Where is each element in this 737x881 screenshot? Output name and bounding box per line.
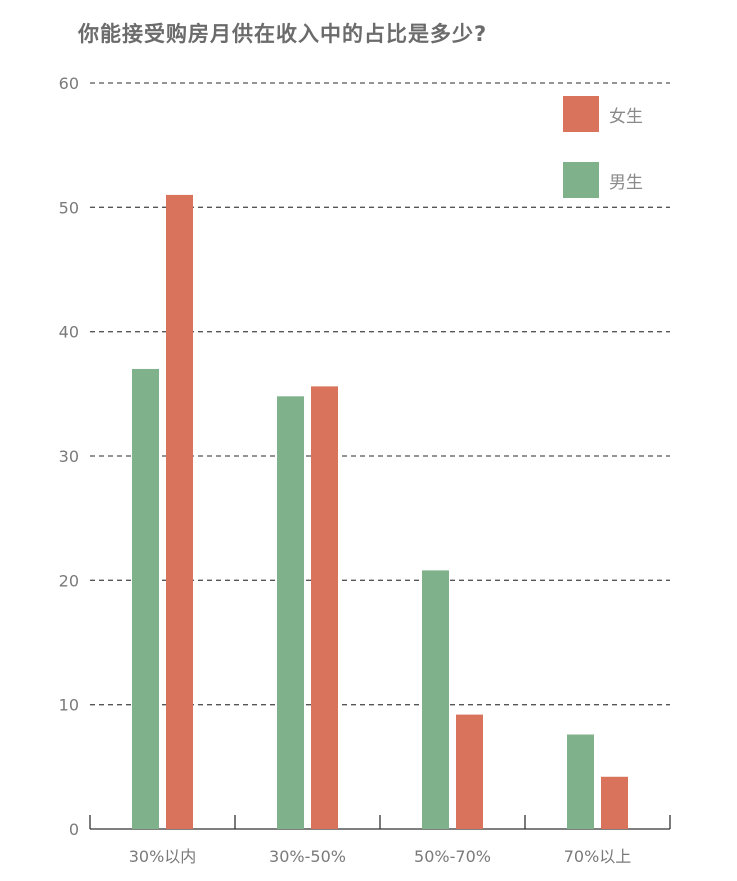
chart-title: 你能接受购房月供在收入中的占比是多少?	[78, 22, 488, 46]
x-category-label-0: 30%以内	[129, 847, 197, 866]
bar-男生-30%以内	[132, 368, 159, 829]
legend-label-1: 男生	[609, 173, 643, 193]
bar-男生-70%以上	[567, 734, 594, 829]
bar-男生-30%-50%	[277, 396, 304, 829]
x-category-label-1: 30%-50%	[269, 847, 346, 866]
x-category-label-3: 70%以上	[564, 847, 632, 866]
y-tick-label-10: 10	[59, 696, 79, 715]
y-tick-label-20: 20	[59, 571, 79, 590]
y-tick-label-30: 30	[59, 447, 79, 466]
legend-label-0: 女生	[609, 107, 643, 127]
bar-女生-30%-50%	[311, 386, 338, 829]
legend-swatch-1	[563, 162, 599, 198]
y-tick-label-60: 60	[59, 74, 79, 93]
bar-男生-50%-70%	[422, 570, 449, 829]
bar-女生-70%以上	[601, 776, 628, 829]
bar-女生-30%以内	[166, 194, 193, 829]
x-category-label-2: 50%-70%	[414, 847, 491, 866]
legend-swatch-0	[563, 96, 599, 132]
bar-女生-50%-70%	[456, 714, 483, 829]
y-tick-label-40: 40	[59, 323, 79, 342]
y-tick-label-0: 0	[69, 820, 79, 839]
y-tick-label-50: 50	[59, 198, 79, 217]
